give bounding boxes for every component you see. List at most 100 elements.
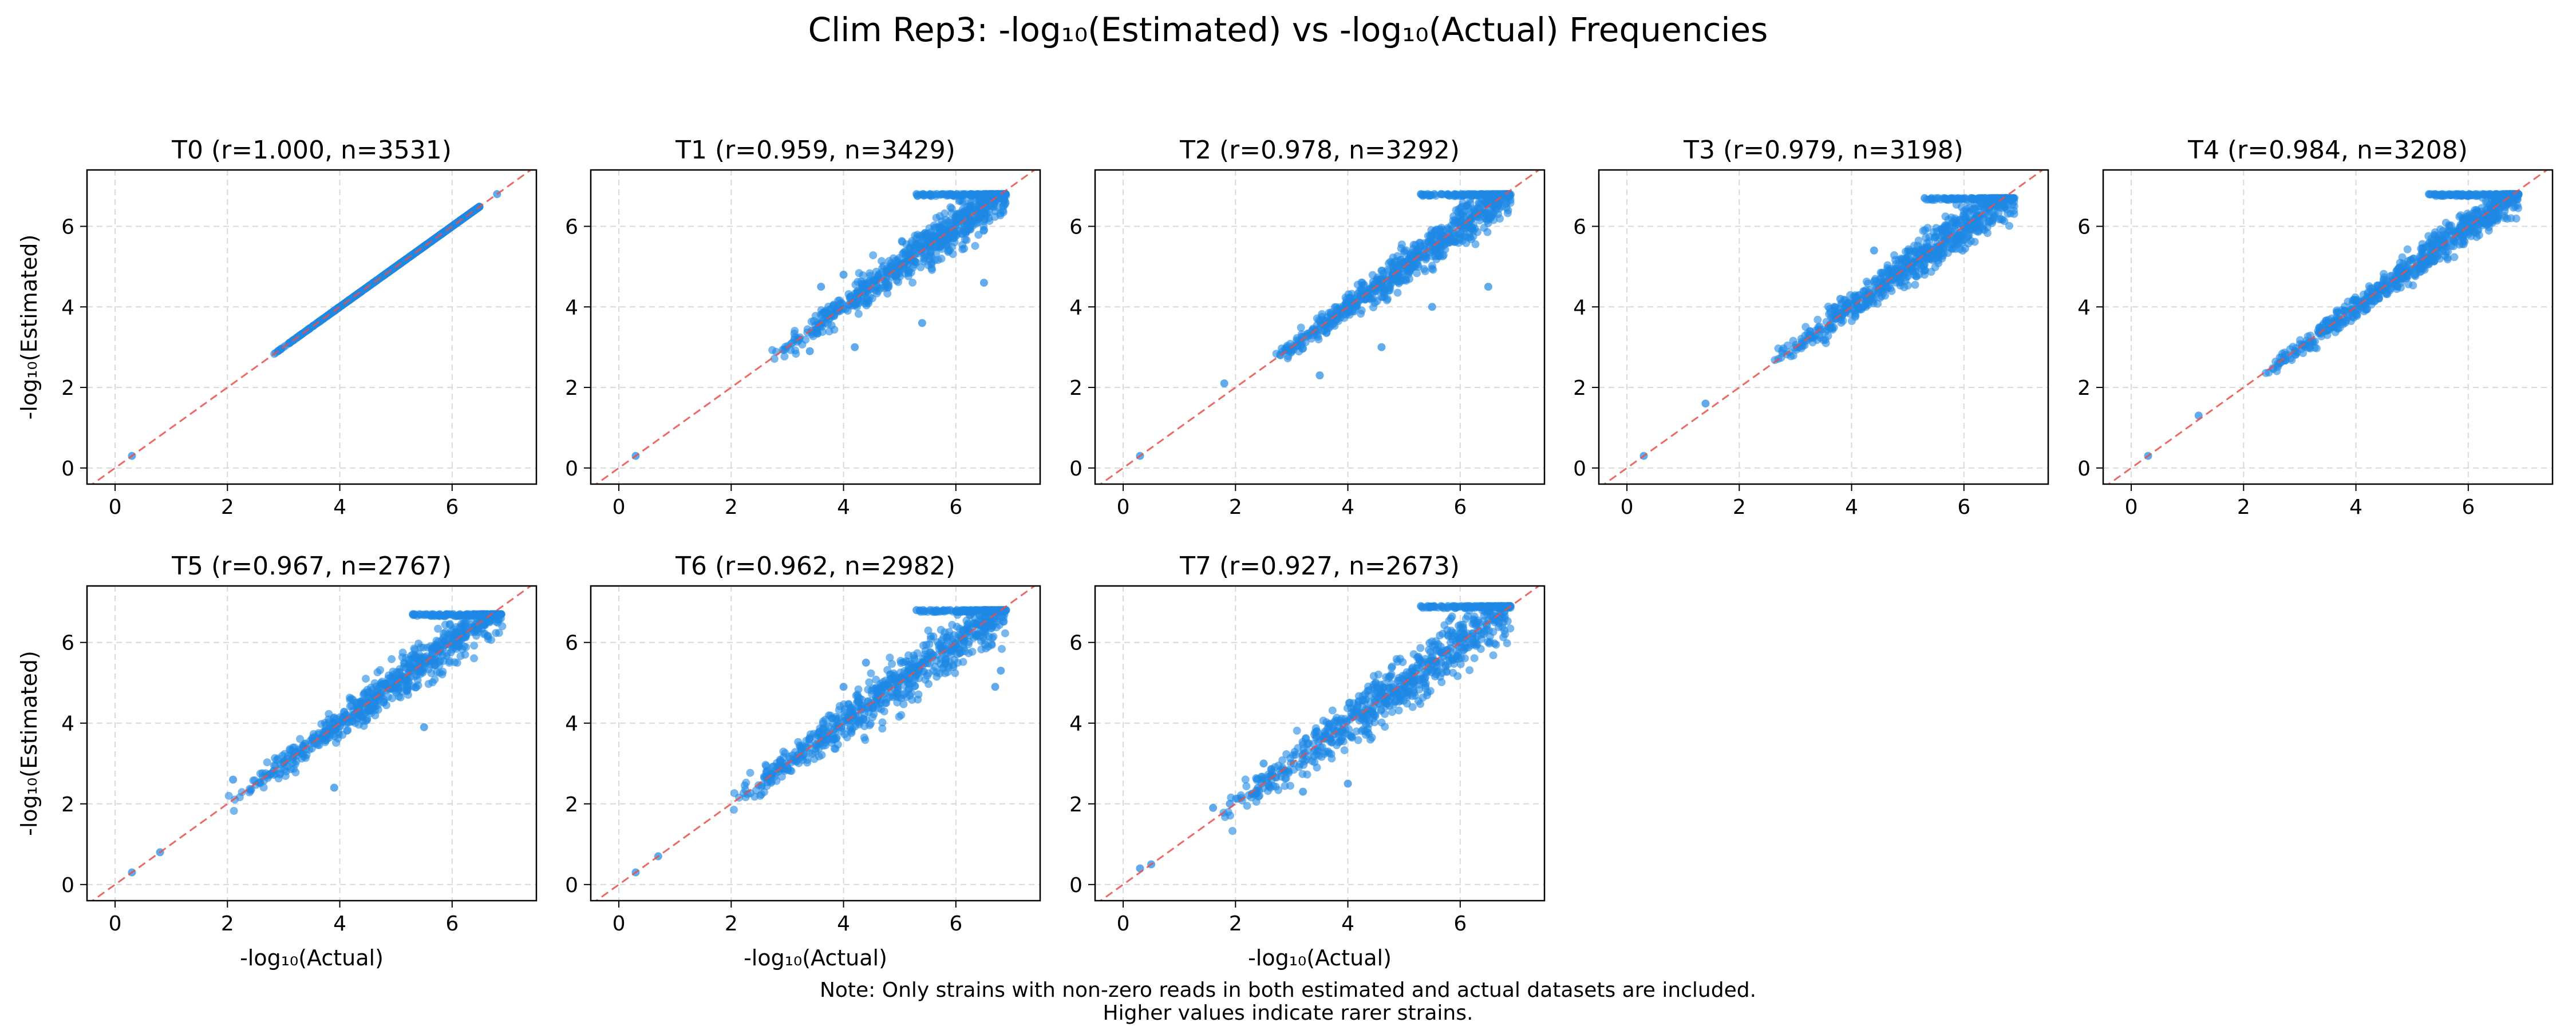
data-point	[1462, 202, 1471, 211]
data-point	[1397, 240, 1406, 249]
data-point	[2335, 309, 2343, 317]
data-point	[1921, 194, 1929, 203]
data-point	[419, 643, 428, 652]
data-point	[418, 655, 427, 663]
data-point	[1357, 284, 1365, 293]
data-point	[317, 720, 326, 728]
y-axis-label: -log₁₀(Estimated)	[17, 651, 42, 836]
x-tick-label: 4	[333, 912, 346, 936]
data-point	[1471, 190, 1479, 199]
data-point	[354, 720, 363, 729]
data-point	[866, 269, 874, 278]
data-point	[1001, 629, 1009, 637]
data-point	[854, 310, 863, 318]
y-tick-label: 4	[61, 296, 74, 319]
data-point	[229, 775, 238, 784]
data-point	[496, 610, 505, 619]
y-tick-label: 6	[1069, 216, 1082, 239]
data-point	[878, 264, 886, 272]
y-tick-label: 6	[565, 216, 578, 239]
data-point	[1329, 319, 1338, 327]
data-point	[398, 681, 406, 690]
x-tick-label: 2	[221, 912, 234, 936]
y-tick-label: 6	[1573, 216, 1586, 239]
data-point	[456, 610, 464, 619]
data-point	[1428, 303, 1436, 311]
x-tick-label: 4	[1341, 496, 1354, 519]
data-point	[2456, 223, 2465, 231]
data-point	[2450, 253, 2459, 262]
data-point	[1847, 317, 1856, 326]
data-point	[1495, 204, 1503, 213]
data-point	[315, 741, 323, 750]
data-point	[2409, 281, 2417, 290]
data-point	[2395, 263, 2404, 272]
data-point	[2342, 316, 2350, 325]
data-point	[1806, 327, 1815, 336]
data-point	[363, 716, 372, 724]
data-point	[1357, 310, 1365, 318]
data-point	[1946, 220, 1954, 229]
data-point	[1356, 291, 1365, 299]
data-point	[1297, 323, 1305, 332]
data-point	[2001, 194, 2010, 203]
data-point	[2477, 216, 2486, 224]
data-point	[1951, 214, 1959, 223]
data-point	[960, 244, 969, 253]
data-point	[2434, 236, 2443, 244]
data-point	[894, 278, 903, 286]
data-point	[1491, 190, 1499, 199]
data-point	[2472, 233, 2481, 241]
data-point	[2419, 264, 2428, 273]
data-point	[428, 678, 437, 687]
data-point	[876, 284, 885, 292]
data-point	[946, 190, 954, 199]
data-point	[422, 610, 430, 619]
x-tick-label: 2	[221, 496, 234, 519]
data-point	[1939, 223, 1948, 232]
data-point	[1927, 268, 1935, 276]
scatter-points	[1639, 194, 2019, 460]
data-point	[1875, 275, 1884, 283]
data-point	[904, 269, 913, 278]
data-point	[1951, 234, 1959, 243]
data-point	[400, 660, 409, 668]
data-point	[2471, 206, 2479, 215]
data-point	[912, 249, 920, 258]
data-point	[1001, 199, 1010, 207]
data-point	[1972, 212, 1981, 220]
data-point	[780, 352, 789, 360]
data-point	[872, 267, 880, 276]
panel-title: T3 (r=0.979, n=3198)	[1683, 136, 1963, 165]
data-point	[1914, 236, 1923, 245]
panel-title: T2 (r=0.978, n=3292)	[1179, 136, 1460, 165]
data-point	[1471, 240, 1480, 248]
data-point	[1483, 228, 1492, 236]
data-point	[1967, 194, 1976, 203]
data-point	[906, 244, 914, 252]
data-point	[2512, 214, 2520, 223]
x-tick-label: 4	[1845, 496, 1858, 519]
data-point	[868, 294, 876, 303]
data-point	[1348, 290, 1356, 298]
data-point	[979, 227, 988, 235]
data-point	[440, 637, 448, 645]
data-point	[1966, 225, 1974, 233]
data-point	[463, 610, 471, 619]
data-point	[1428, 264, 1436, 273]
data-point	[1927, 194, 1935, 203]
data-point	[1393, 272, 1402, 281]
data-point	[2323, 326, 2331, 334]
data-point	[489, 610, 498, 619]
data-point	[224, 791, 233, 800]
x-tick-label: 0	[109, 912, 122, 936]
data-point	[462, 643, 471, 651]
data-point	[1947, 194, 1956, 203]
data-point	[1961, 194, 1969, 203]
data-point	[1321, 321, 1329, 330]
data-point	[2506, 190, 2514, 199]
data-point	[289, 758, 298, 767]
data-point	[912, 190, 921, 199]
data-point	[971, 241, 979, 250]
